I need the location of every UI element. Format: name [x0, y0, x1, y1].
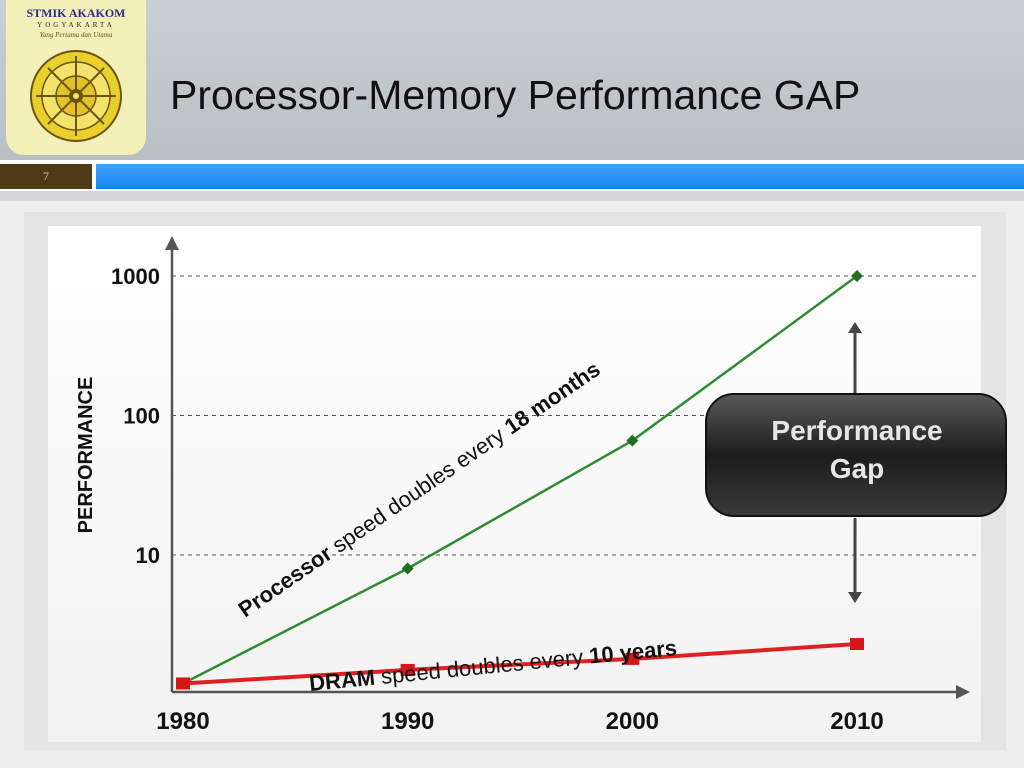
series-point-1: [850, 638, 864, 651]
x-tick-label: 1990: [381, 708, 434, 735]
gap-label-line1: Performance: [771, 415, 942, 446]
accent-bar: [96, 164, 1024, 189]
slide-number: 7: [43, 169, 49, 183]
y-axis-label: PERFORMANCE: [75, 377, 97, 534]
series-layer: [176, 270, 864, 690]
x-tick-label: 2010: [830, 708, 883, 735]
series-point-0: [851, 270, 863, 282]
x-tick-label: 2000: [606, 708, 659, 735]
y-tick-labels: 10 100 1000: [111, 264, 160, 568]
series-line-1: [182, 642, 858, 686]
series-line-0: [182, 274, 858, 685]
gap-box: [705, 393, 1007, 517]
series-point-0: [401, 562, 414, 575]
series-start-point: [176, 677, 190, 690]
logo-name: STMIK AKAKOM: [26, 6, 126, 20]
gap-label-line2: Gap: [830, 453, 884, 484]
y-tick-label: 100: [123, 404, 160, 429]
y-tick-label: 1000: [111, 264, 160, 289]
series-point-1: [400, 663, 415, 676]
x-tick-label: 1980: [156, 708, 209, 735]
slide-header: STMIK AKAKOM YOGYAKARTA Yang Pertama dan…: [0, 0, 1024, 160]
slide-title: Processor-Memory Performance GAP: [170, 72, 861, 118]
logo: STMIK AKAKOM YOGYAKARTA Yang Pertama dan…: [6, 0, 146, 155]
slide-number-box: [0, 164, 92, 189]
divider: [0, 191, 1024, 201]
logo-city: YOGYAKARTA: [37, 21, 115, 29]
series-point-0: [626, 434, 639, 447]
grid: [172, 275, 978, 556]
y-tick-label: 10: [136, 543, 160, 568]
series-point-1: [625, 652, 640, 665]
x-axis-arrow: [956, 685, 970, 699]
gap-callout: Performance Gap: [705, 393, 1007, 517]
seal-icon: [30, 50, 122, 142]
y-axis-arrow: [165, 236, 179, 250]
x-tick-labels: 1980 1990 2000 2010: [156, 708, 883, 735]
gap-arrow: [848, 322, 862, 603]
axes: [165, 236, 970, 699]
logo-motto: Yang Pertama dan Utama: [39, 31, 113, 39]
